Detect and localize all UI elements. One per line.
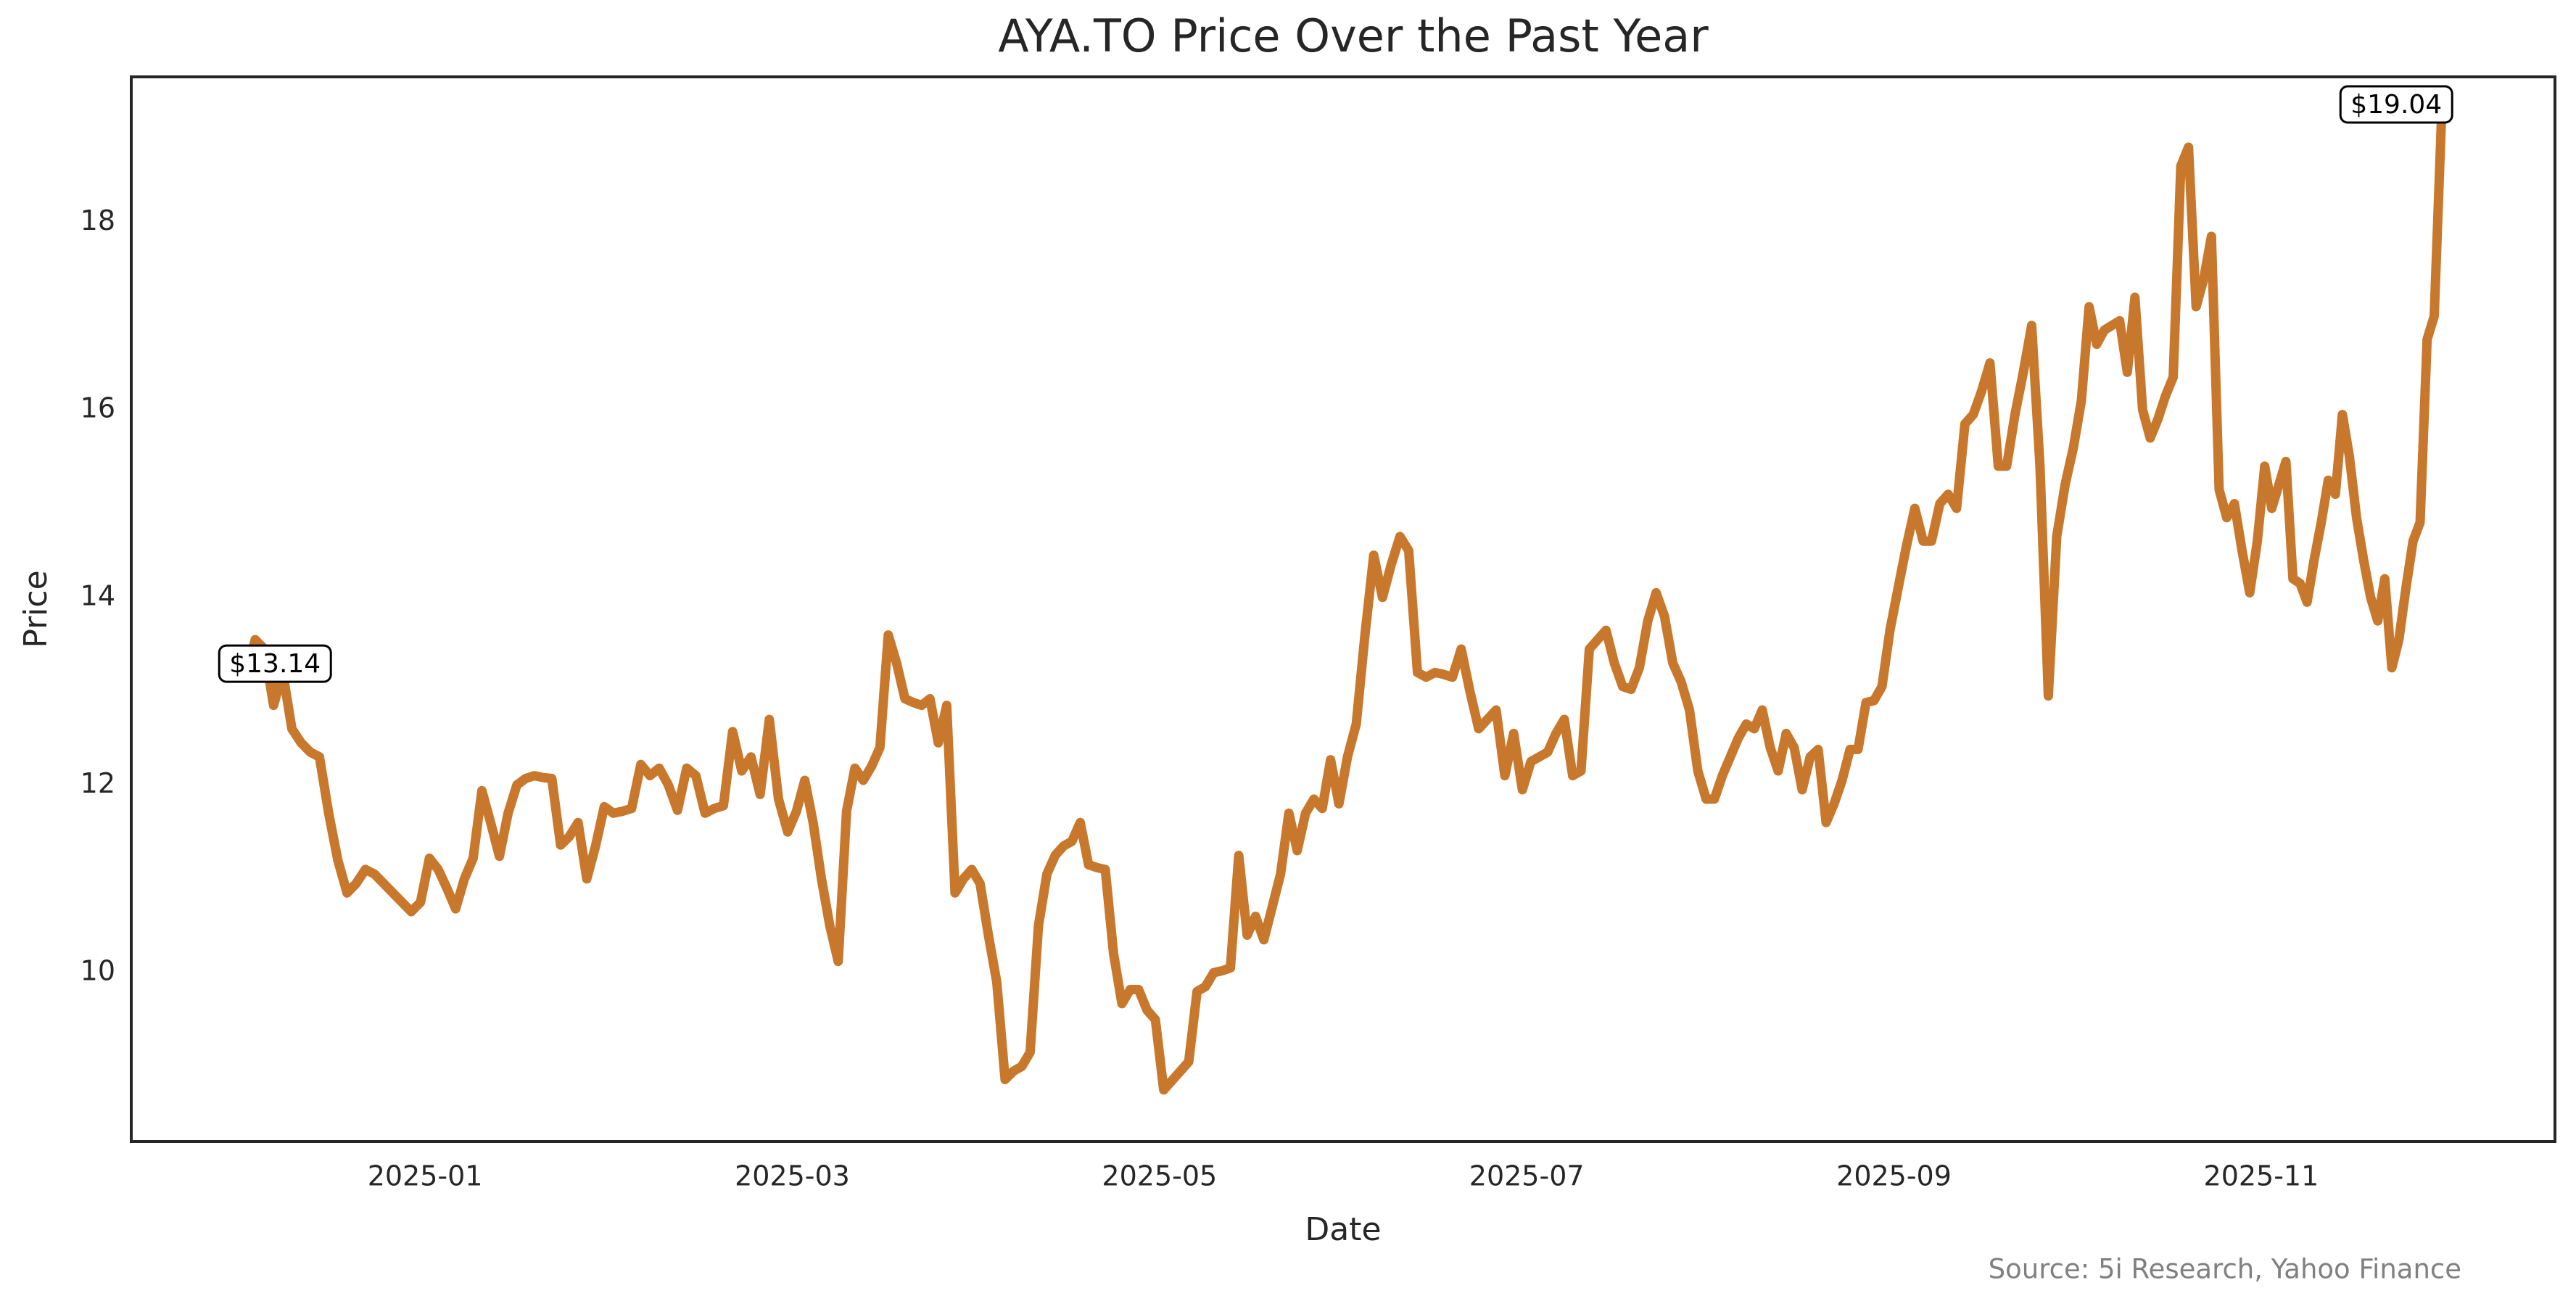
x-tick-label: 2025-11 (2204, 1160, 2319, 1192)
y-tick-label: 14 (80, 579, 115, 611)
annotation-box (2339, 85, 2453, 124)
x-tick-label: 2025-01 (368, 1160, 483, 1192)
y-tick-label: 10 (80, 955, 115, 987)
source-note: Source: 5i Research, Yahoo Finance (1989, 1254, 2461, 1285)
x-tick-label: 2025-05 (1102, 1160, 1217, 1192)
annotation-label: $13.14 (229, 649, 321, 679)
x-axis-label: Date (1305, 1211, 1381, 1248)
plot-frame (130, 75, 2556, 1143)
y-tick-label: 12 (80, 767, 115, 799)
annotation: $19.04 (2339, 85, 2453, 124)
annotation: $13.14 (218, 644, 332, 683)
price-line (241, 120, 2446, 1095)
x-tick-label: 2025-07 (1469, 1160, 1585, 1192)
y-axis-label: Price (17, 570, 54, 648)
annotation-box (218, 644, 332, 683)
y-tick-label: 18 (80, 205, 115, 236)
x-tick-label: 2025-03 (735, 1160, 850, 1192)
x-tick-label: 2025-09 (1836, 1160, 1952, 1192)
y-tick-label: 16 (80, 392, 115, 424)
chart-title: AYA.TO Price Over the Past Year (998, 9, 1709, 62)
annotation-label: $19.04 (2350, 90, 2442, 120)
